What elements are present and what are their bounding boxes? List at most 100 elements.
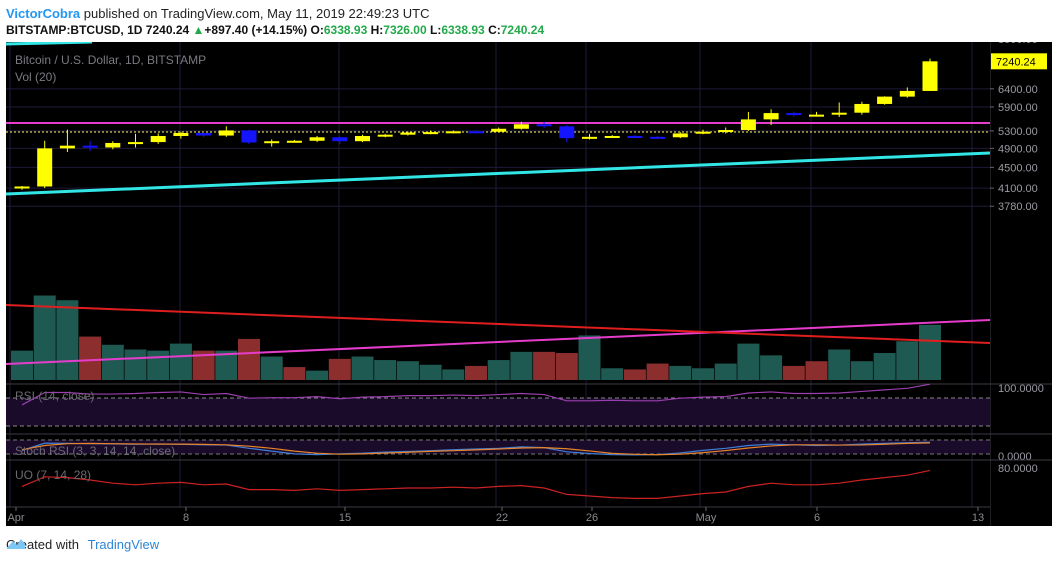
stoch-d-line [21, 442, 931, 456]
candle-body [286, 140, 302, 143]
candle-body [128, 142, 143, 145]
volume-bar [578, 335, 601, 380]
x-tick-label: 22 [496, 512, 508, 524]
candle-body [150, 135, 166, 143]
volume-bar [11, 350, 33, 380]
candle-body [105, 142, 121, 148]
close-label: C: [488, 23, 501, 37]
candle-body [355, 135, 370, 142]
volume-bar [487, 360, 510, 380]
price-tick-label: 6400.00 [998, 84, 1038, 96]
candle-body [218, 130, 234, 136]
candle-body [672, 133, 688, 138]
candle-body [809, 114, 824, 117]
x-tick-label: 26 [586, 512, 598, 524]
price-axis[interactable]: 9000.008000.007240.246400.005900.005300.… [990, 42, 1052, 526]
high-label: H: [370, 23, 384, 37]
red-trendline [6, 304, 990, 344]
volume-bar [533, 351, 556, 380]
volume-bar [419, 364, 442, 380]
x-tick-label: May [696, 512, 717, 524]
candle-body [831, 112, 847, 115]
volume-bar [374, 360, 397, 380]
change-value: +897.40 (+14.15%) [204, 23, 308, 37]
candle-body [82, 145, 98, 148]
axis-svg: 9000.008000.007240.246400.005900.005300.… [990, 42, 1052, 526]
volume-bar [646, 363, 669, 380]
candle-body [196, 132, 212, 136]
volume-bar [782, 365, 805, 380]
candle-body [400, 132, 416, 135]
ohlc-line: BITSTAMP:BTCUSD, 1D 7240.24 ▲+897.40 (+1… [6, 23, 544, 37]
volume-bar [919, 324, 941, 380]
candle-body [37, 148, 53, 187]
candle-body [332, 137, 348, 142]
volume-bar [306, 370, 329, 380]
candle-body [173, 132, 189, 136]
low-label: L: [430, 23, 442, 37]
candle-body [241, 130, 257, 143]
price-tick-label: 3780.00 [998, 201, 1038, 213]
uo-line [21, 469, 931, 499]
symbol-label: BITSTAMP:BTCUSD, 1D [6, 23, 143, 37]
footer: Created with TradingView [6, 537, 159, 552]
candle-body [854, 103, 870, 113]
price-tick-label: 4900.00 [998, 143, 1038, 155]
volume-bar [714, 363, 737, 380]
rsi-legend: RSI (14, close) [15, 389, 94, 403]
candle-body [695, 131, 711, 134]
candle-body [559, 126, 575, 139]
volume-bar [669, 365, 692, 380]
last-price-badge-text: 7240.24 [996, 56, 1036, 68]
candle-body [14, 186, 30, 189]
volume-bar [873, 353, 896, 380]
candle-body [513, 124, 529, 129]
volume-bar [124, 349, 147, 380]
stoch-legend: Stoch RSI (3, 3, 14, 14, close) [15, 444, 175, 458]
chart-canvas[interactable]: Bitcoin / U.S. Dollar, 1D, BITSTAMP Vol (… [6, 42, 990, 526]
volume-bar [692, 368, 714, 380]
uo-legend: UO (7, 14, 28) [15, 468, 91, 482]
main-legend: Bitcoin / U.S. Dollar, 1D, BITSTAMP [15, 53, 206, 67]
candle-body [59, 145, 75, 149]
volume-bar [555, 353, 578, 380]
volume-bar [351, 356, 374, 380]
candle-body [445, 131, 461, 134]
volume-bar [238, 338, 260, 380]
last-price: 7240.24 [145, 23, 190, 37]
author-link[interactable]: VictorCobra [6, 6, 81, 21]
x-tick-label: 15 [339, 512, 351, 524]
chart-svg: Bitcoin / U.S. Dollar, 1D, BITSTAMP Vol (… [6, 42, 990, 524]
candle-body [718, 130, 734, 133]
candle-body [264, 141, 280, 144]
published-info: published on TradingView.com, May 11, 20… [83, 6, 430, 21]
volume-bar [192, 350, 215, 380]
cyan-trendline-upper [6, 42, 93, 46]
volume-bars [11, 295, 941, 380]
candle-body [922, 61, 938, 91]
rsi-line [21, 383, 931, 406]
candle-body [627, 135, 643, 138]
volume-bar [510, 351, 533, 380]
volume-bar [896, 341, 919, 380]
grid-lines [6, 42, 990, 507]
volume-bar [828, 349, 851, 380]
volume-bar [760, 355, 783, 380]
tradingview-link[interactable]: TradingView [87, 537, 160, 552]
candle-body [650, 136, 666, 139]
volume-bar [169, 343, 192, 380]
volume-bar [737, 343, 760, 380]
candle-body [786, 113, 802, 116]
rsi-band [6, 398, 990, 426]
volume-bar [56, 300, 79, 380]
candle-body [309, 137, 325, 141]
candle-body [491, 128, 507, 132]
x-tick-label: 6 [814, 512, 820, 524]
volume-bar [805, 361, 828, 380]
volume-bar [623, 369, 646, 380]
volume-bar [328, 358, 351, 380]
volume-legend: Vol (20) [15, 70, 56, 84]
stoch-tick-label: 0.0000 [998, 451, 1032, 463]
up-arrow-icon: ▲ [192, 23, 205, 37]
candle-body [377, 134, 393, 137]
